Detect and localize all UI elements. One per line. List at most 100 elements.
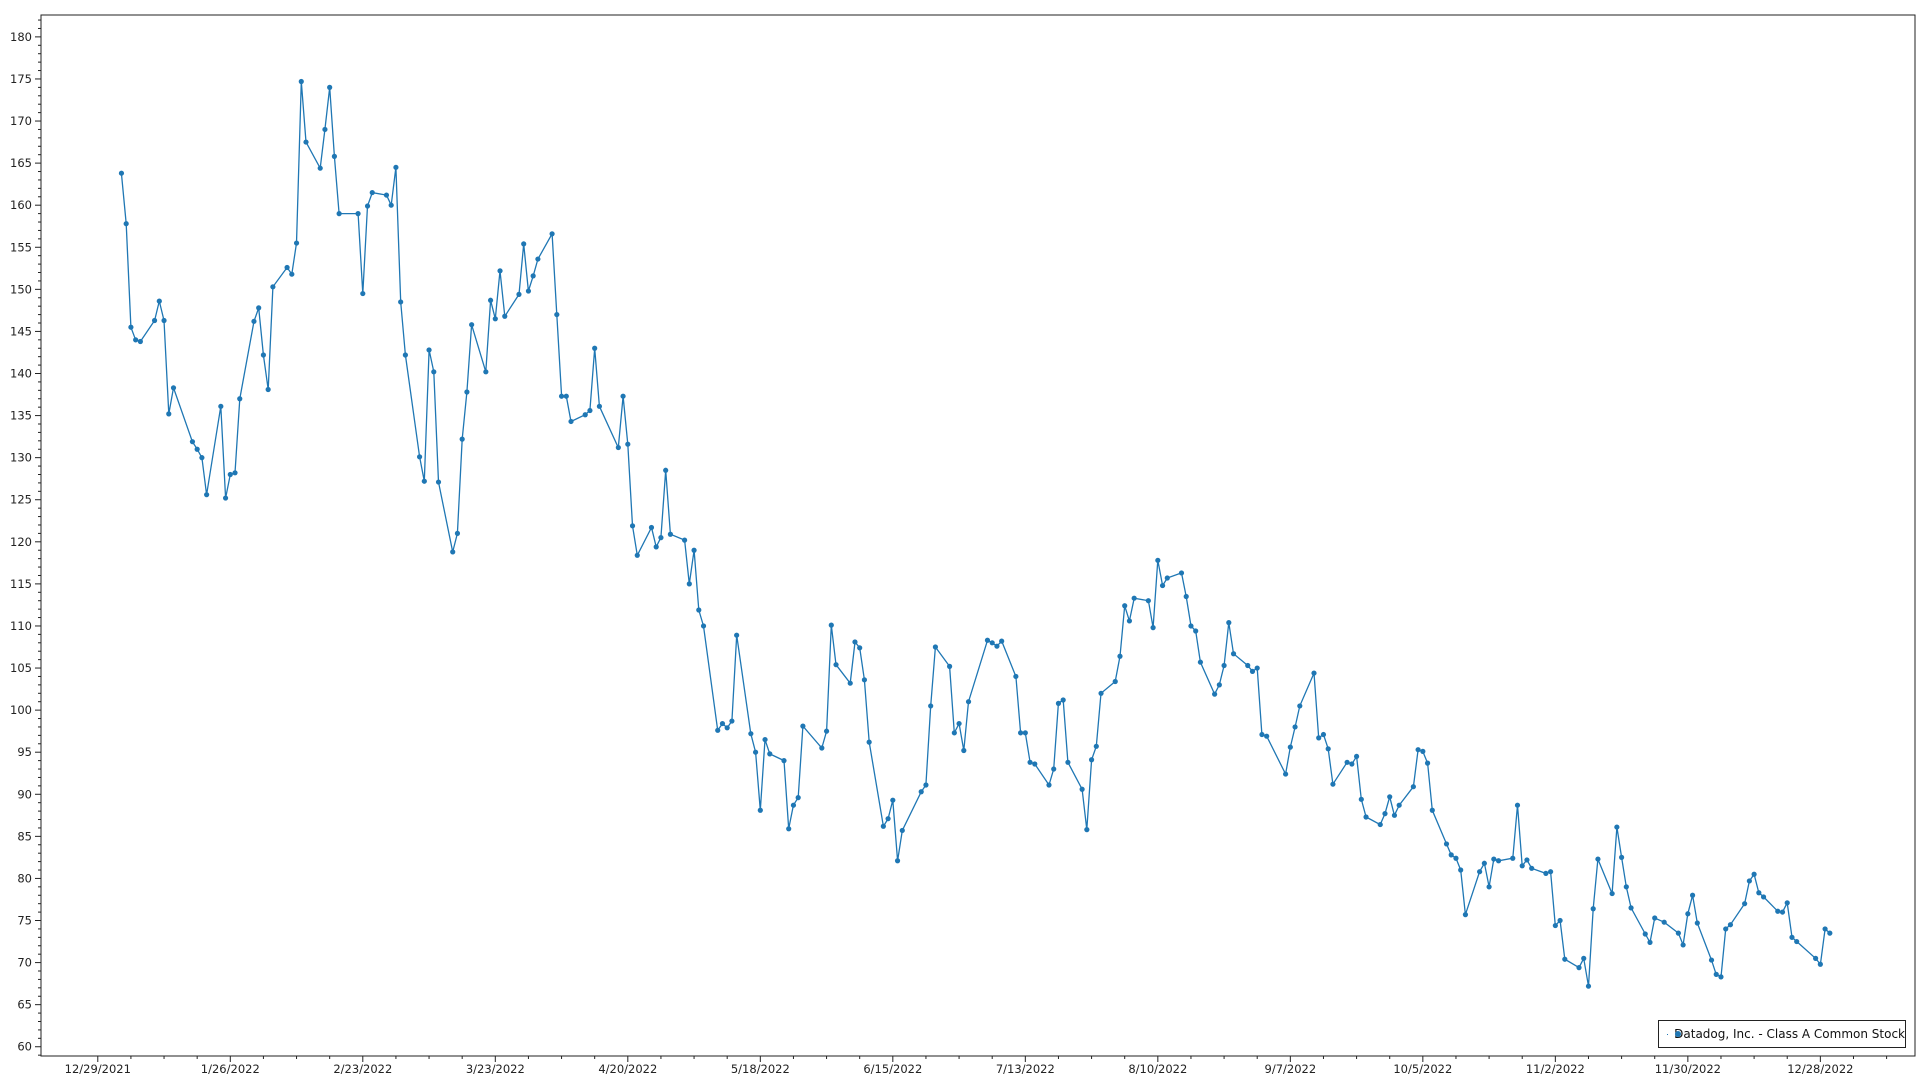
data-point bbox=[421, 478, 427, 484]
y-tick-label: 180 bbox=[10, 30, 32, 44]
data-point bbox=[1675, 930, 1681, 936]
x-tick-label: 12/28/2022 bbox=[1787, 1062, 1853, 1076]
data-point bbox=[535, 256, 541, 262]
data-point bbox=[355, 211, 361, 217]
data-point bbox=[402, 352, 408, 358]
y-tick-label: 90 bbox=[17, 787, 32, 801]
data-point bbox=[123, 221, 129, 227]
y-tick-label: 165 bbox=[10, 156, 32, 170]
data-point bbox=[861, 677, 868, 683]
x-tick-label: 1/26/2022 bbox=[201, 1062, 260, 1076]
data-point bbox=[1548, 869, 1554, 875]
data-point bbox=[1396, 802, 1402, 808]
data-point bbox=[1316, 735, 1322, 741]
data-point bbox=[752, 749, 759, 755]
data-point bbox=[1614, 824, 1620, 830]
data-point bbox=[1079, 786, 1085, 792]
data-point bbox=[1453, 855, 1459, 861]
data-point bbox=[525, 288, 532, 294]
y-tick-label: 70 bbox=[17, 956, 32, 970]
y-tick-label: 120 bbox=[10, 535, 32, 549]
data-point bbox=[663, 467, 669, 473]
data-point bbox=[653, 544, 659, 550]
data-point bbox=[582, 412, 588, 418]
data-point bbox=[1112, 678, 1118, 685]
data-point bbox=[1098, 690, 1104, 696]
data-point bbox=[1647, 939, 1653, 945]
data-point bbox=[426, 347, 432, 353]
y-tick-label: 60 bbox=[17, 1040, 32, 1054]
y-tick-label: 85 bbox=[17, 829, 32, 843]
y-tick-label: 135 bbox=[10, 409, 32, 423]
data-point bbox=[1562, 956, 1568, 962]
data-point bbox=[592, 345, 598, 351]
data-point bbox=[1443, 841, 1450, 847]
data-point bbox=[1017, 730, 1024, 736]
data-point bbox=[1727, 922, 1734, 928]
data-point bbox=[1784, 900, 1790, 906]
data-point bbox=[265, 386, 271, 393]
data-point bbox=[1349, 761, 1355, 767]
data-point bbox=[1088, 757, 1095, 763]
data-point bbox=[734, 632, 740, 638]
data-point bbox=[251, 318, 257, 324]
data-point bbox=[1642, 931, 1648, 937]
data-point bbox=[1623, 884, 1629, 890]
data-point bbox=[1585, 983, 1592, 989]
data-point bbox=[189, 439, 196, 445]
data-point bbox=[767, 751, 773, 757]
data-point bbox=[1311, 670, 1317, 676]
data-point bbox=[464, 389, 470, 395]
data-point bbox=[317, 165, 323, 171]
data-point bbox=[1543, 870, 1549, 876]
data-point bbox=[620, 393, 626, 399]
data-point bbox=[1689, 892, 1696, 898]
data-point bbox=[1751, 871, 1757, 877]
data-point bbox=[1297, 703, 1303, 709]
data-point bbox=[1756, 890, 1762, 896]
data-point bbox=[166, 411, 172, 417]
x-tick-label: 11/2/2022 bbox=[1526, 1062, 1585, 1076]
y-tick-label: 145 bbox=[10, 324, 32, 338]
data-point bbox=[1264, 733, 1270, 739]
data-point bbox=[1557, 917, 1563, 924]
legend-line-marker-icon bbox=[1667, 1029, 1683, 1039]
data-point bbox=[587, 407, 593, 414]
x-tick-label: 9/7/2022 bbox=[1265, 1062, 1317, 1076]
data-point bbox=[999, 638, 1005, 644]
y-tick-label: 130 bbox=[10, 451, 32, 465]
data-point bbox=[218, 403, 224, 409]
data-point bbox=[1230, 651, 1237, 657]
data-point bbox=[1216, 682, 1222, 688]
data-point bbox=[492, 316, 498, 322]
x-tick-label: 11/30/2022 bbox=[1655, 1062, 1721, 1076]
data-point bbox=[1320, 731, 1327, 738]
data-point bbox=[1060, 697, 1066, 703]
legend-label: Datadog, Inc. - Class A Common Stock bbox=[1674, 1027, 1905, 1041]
data-point bbox=[1197, 659, 1204, 665]
data-point bbox=[596, 403, 603, 409]
data-point bbox=[388, 202, 394, 208]
data-point bbox=[204, 492, 210, 498]
data-point bbox=[568, 418, 574, 425]
data-point bbox=[1495, 858, 1502, 864]
data-point bbox=[487, 297, 494, 303]
data-point bbox=[1458, 867, 1464, 873]
data-point bbox=[393, 164, 399, 170]
data-point bbox=[648, 524, 655, 531]
data-point bbox=[454, 530, 461, 536]
data-point bbox=[965, 699, 972, 705]
data-point bbox=[293, 240, 300, 246]
data-point bbox=[1254, 665, 1260, 671]
data-point bbox=[156, 298, 162, 304]
data-point bbox=[786, 826, 792, 832]
data-point bbox=[1212, 691, 1218, 697]
data-point bbox=[729, 718, 735, 724]
data-point bbox=[133, 337, 139, 343]
x-tick-label: 5/18/2022 bbox=[731, 1062, 790, 1076]
data-point bbox=[502, 313, 508, 319]
data-point bbox=[1628, 905, 1634, 911]
plot-area bbox=[40, 14, 1916, 1057]
data-point bbox=[1477, 869, 1483, 875]
data-point bbox=[1287, 744, 1293, 750]
